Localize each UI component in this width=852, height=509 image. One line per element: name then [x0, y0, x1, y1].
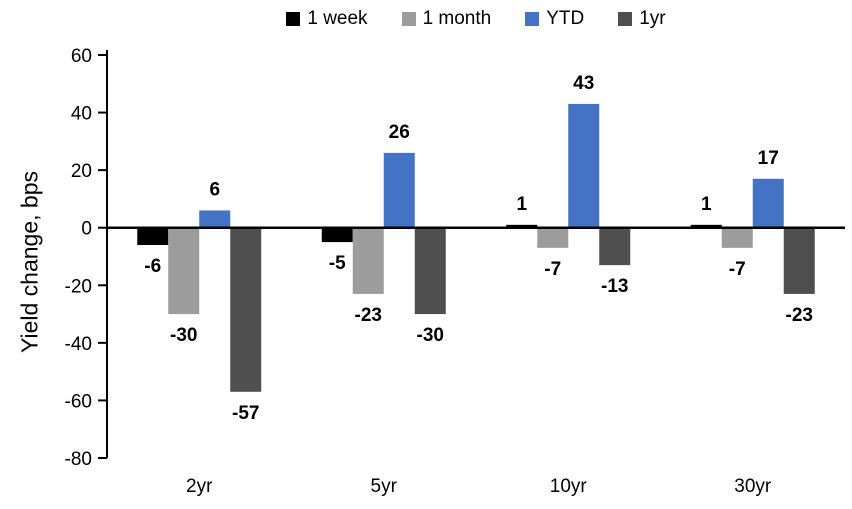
legend-label: YTD	[546, 8, 585, 29]
bar-value-label-1yr-30yr: -23	[786, 305, 813, 326]
y-axis-tick-label: 40	[71, 104, 92, 125]
y-axis-tick-label: -20	[65, 276, 92, 297]
legend-swatch-icon	[401, 12, 416, 26]
bar-1-week-5yr	[321, 227, 353, 243]
bar-YTD-5yr	[383, 152, 415, 228]
legend-swatch-icon	[525, 12, 540, 26]
y-axis-tick-label: -80	[65, 449, 92, 470]
chart-legend: 1 week 1 month YTD 1yr	[107, 8, 845, 30]
bar-1yr-30yr	[783, 227, 815, 294]
bar-value-label-1-week-10yr: 1	[516, 194, 527, 215]
x-axis-category-label: 5yr	[371, 476, 398, 497]
bar-1-month-2yr	[168, 227, 200, 315]
bar-value-label-1-week-2yr: -6	[144, 256, 161, 277]
y-axis-tick-label: -40	[65, 334, 92, 355]
bar-value-label-1yr-10yr: -13	[601, 276, 628, 297]
y-axis-tick-label: 20	[71, 161, 92, 182]
bar-1yr-2yr	[230, 227, 262, 392]
bar-1-month-30yr	[721, 227, 753, 248]
bar-value-label-YTD-30yr: 17	[758, 148, 779, 169]
bar-1-week-10yr	[506, 224, 538, 228]
legend-swatch-icon	[286, 12, 301, 26]
bar-value-label-YTD-10yr: 43	[573, 73, 594, 94]
bar-value-label-1yr-5yr: -30	[417, 325, 444, 346]
bar-YTD-2yr	[199, 210, 231, 228]
bar-value-label-YTD-5yr: 26	[389, 122, 410, 143]
legend-label: 1 week	[307, 8, 368, 29]
bar-1-week-30yr	[690, 224, 722, 228]
bar-1-week-2yr	[137, 227, 169, 245]
bar-value-label-1yr-2yr: -57	[232, 403, 259, 424]
x-axis-category-label: 2yr	[186, 476, 213, 497]
legend-label: 1 month	[422, 8, 492, 29]
legend-item-YTD: YTD	[525, 8, 584, 30]
x-axis-category-label: 10yr	[550, 476, 588, 497]
legend-item-1-week: 1 week	[286, 8, 368, 30]
bar-1yr-10yr	[599, 227, 631, 266]
bar-value-label-YTD-2yr: 6	[209, 179, 220, 200]
bar-value-label-1-month-30yr: -7	[729, 259, 746, 280]
bar-value-label-1-month-10yr: -7	[544, 259, 561, 280]
bar-value-label-1-week-30yr: 1	[701, 194, 712, 215]
bar-value-label-1-month-2yr: -30	[170, 325, 197, 346]
legend-swatch-icon	[618, 12, 633, 26]
legend-item-1yr: 1yr	[618, 8, 666, 30]
bar-1yr-5yr	[414, 227, 446, 315]
bar-value-label-1-week-5yr: -5	[329, 253, 346, 274]
bar-value-label-1-month-5yr: -23	[355, 305, 382, 326]
bar-YTD-30yr	[752, 178, 784, 228]
bar-1-month-5yr	[352, 227, 384, 294]
legend-label: 1yr	[639, 8, 666, 29]
y-axis-tick-label: -60	[65, 391, 92, 412]
bar-1-month-10yr	[537, 227, 569, 248]
x-axis-category-label: 30yr	[734, 476, 772, 497]
y-axis-tick-label: 0	[81, 219, 92, 240]
legend-item-1-month: 1 month	[401, 8, 492, 30]
y-axis-tick-label: 60	[71, 46, 92, 67]
bar-YTD-10yr	[568, 103, 600, 228]
